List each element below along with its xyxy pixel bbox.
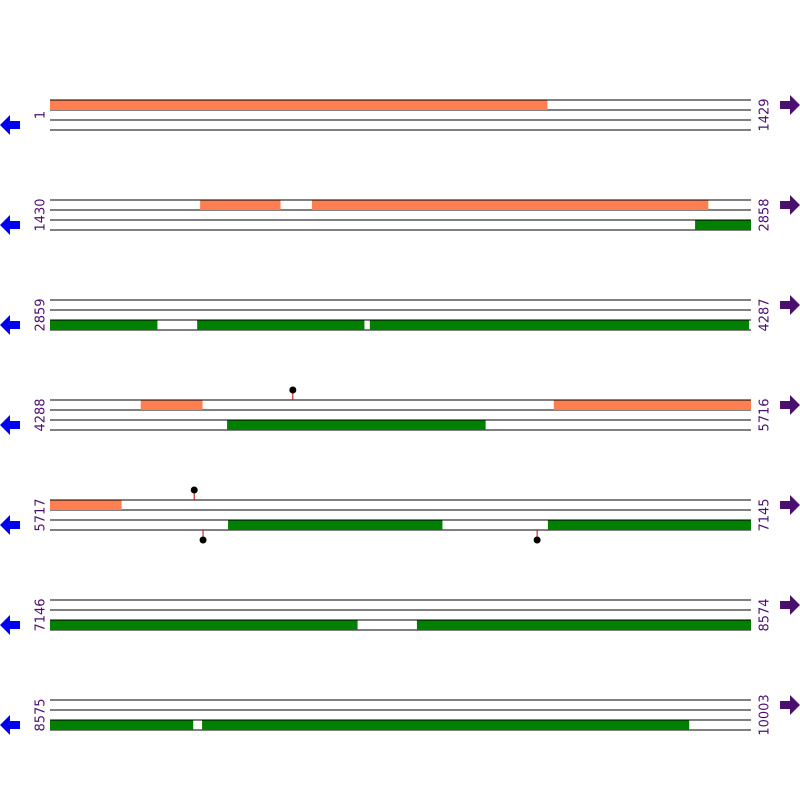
reverse-arrow <box>0 615 20 635</box>
start-label: 1 <box>34 111 49 119</box>
feature <box>50 100 548 110</box>
forward-arrow <box>780 95 800 115</box>
start-label: 1430 <box>34 198 49 231</box>
forward-arrow <box>780 595 800 615</box>
feature <box>369 320 750 330</box>
site-marker <box>533 536 541 544</box>
end-label: 2858 <box>758 198 773 231</box>
reverse-arrow <box>0 115 20 135</box>
feature <box>227 420 486 430</box>
forward-arrow <box>780 195 800 215</box>
site-marker <box>199 536 207 544</box>
feature <box>50 720 194 730</box>
feature <box>50 320 158 330</box>
reverse-arrow <box>0 715 20 735</box>
end-label: 8574 <box>758 598 773 631</box>
feature <box>553 400 751 410</box>
feature <box>547 520 751 530</box>
end-label: 5716 <box>758 398 773 431</box>
start-label: 8575 <box>34 698 49 731</box>
end-label: 1429 <box>758 98 773 131</box>
reverse-arrow <box>0 215 20 235</box>
forward-arrow <box>780 395 800 415</box>
end-label: 7145 <box>758 498 773 531</box>
start-label: 4288 <box>34 398 49 431</box>
site-marker <box>289 386 297 394</box>
forward-arrow <box>780 695 800 715</box>
feature <box>202 720 690 730</box>
feature <box>311 200 709 210</box>
feature <box>228 520 443 530</box>
reverse-arrow <box>0 415 20 435</box>
feature <box>50 620 358 630</box>
start-label: 2859 <box>34 298 49 331</box>
site-marker <box>190 486 198 494</box>
end-label: 4287 <box>758 298 773 331</box>
feature <box>50 500 122 510</box>
feature <box>200 200 281 210</box>
forward-arrow <box>780 295 800 315</box>
feature <box>695 220 751 230</box>
reverse-arrow <box>0 515 20 535</box>
reverse-arrow <box>0 315 20 335</box>
forward-arrow <box>780 495 800 515</box>
start-label: 7146 <box>34 598 49 631</box>
start-label: 5717 <box>34 498 49 531</box>
end-label: 10003 <box>758 694 773 735</box>
feature <box>140 400 203 410</box>
feature <box>197 320 365 330</box>
feature <box>416 620 751 630</box>
